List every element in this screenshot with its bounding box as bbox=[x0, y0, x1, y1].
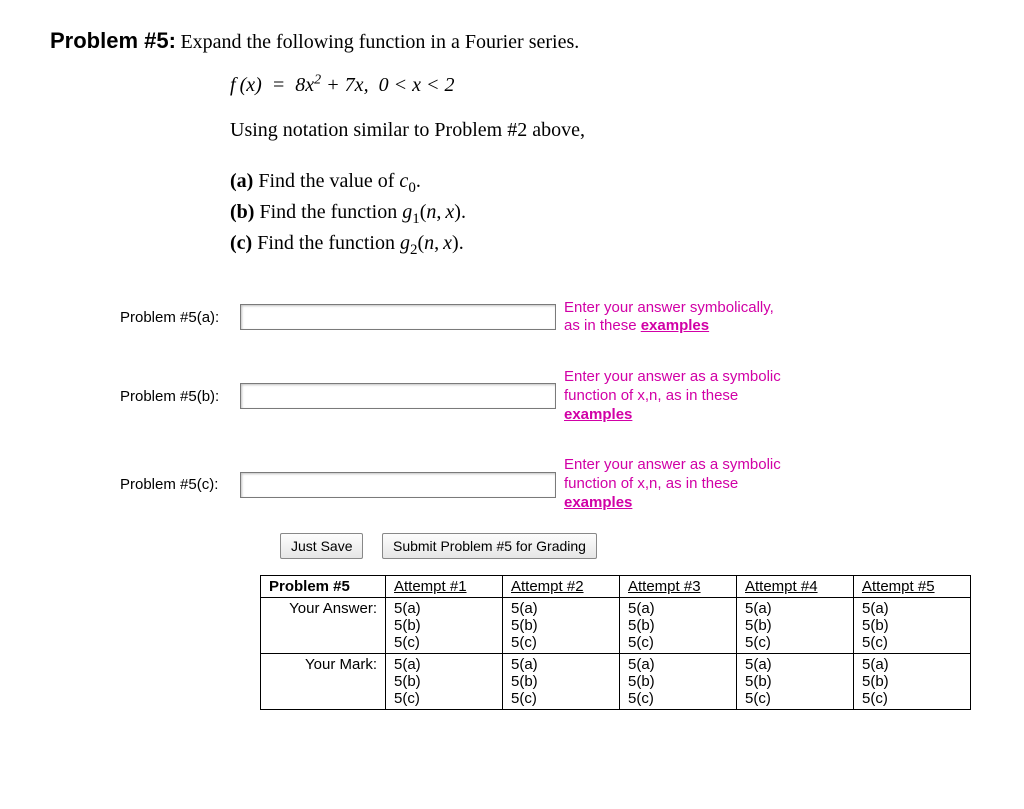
your-answer-label: Your Answer: bbox=[261, 597, 386, 653]
hint-a-line1: Enter your answer symbolically, bbox=[564, 299, 774, 316]
examples-link-b[interactable]: examples bbox=[564, 406, 632, 423]
problem-page: Problem #5: Expand the following functio… bbox=[0, 0, 1024, 710]
attempt-header-1: Attempt #1 bbox=[386, 575, 503, 597]
your-mark-2: 5(a)5(b)5(c) bbox=[503, 653, 620, 709]
attempt-header-2: Attempt #2 bbox=[503, 575, 620, 597]
attempt-link-5[interactable]: Attempt #5 bbox=[862, 578, 935, 595]
your-answer-3: 5(a)5(b)5(c) bbox=[620, 597, 737, 653]
your-mark-row: Your Mark: 5(a)5(b)5(c) 5(a)5(b)5(c) 5(a… bbox=[261, 653, 971, 709]
table-header-problem: Problem #5 bbox=[261, 575, 386, 597]
your-mark-label: Your Mark: bbox=[261, 653, 386, 709]
using-notation-line: Using notation similar to Problem #2 abo… bbox=[230, 119, 1010, 142]
problem-number: Problem #5: bbox=[50, 28, 176, 53]
subparts: (a) Find the value of c0. (b) Find the f… bbox=[230, 166, 1010, 259]
part-a: (a) Find the value of c0. bbox=[230, 166, 1010, 197]
your-mark-4: 5(a)5(b)5(c) bbox=[737, 653, 854, 709]
answer-label-c: Problem #5(c): bbox=[120, 476, 240, 493]
answer-hint-b: Enter your answer as a symbolic function… bbox=[564, 368, 781, 424]
hint-b-line1: Enter your answer as a symbolic bbox=[564, 368, 781, 385]
part-b-text: Find the function g1(n, x). bbox=[259, 201, 466, 223]
part-b: (b) Find the function g1(n, x). bbox=[230, 197, 1010, 228]
answer-input-b[interactable] bbox=[240, 383, 556, 409]
your-answer-1: 5(a)5(b)5(c) bbox=[386, 597, 503, 653]
attempts-table-wrap: Problem #5 Attempt #1 Attempt #2 Attempt… bbox=[260, 575, 1010, 710]
your-answer-2: 5(a)5(b)5(c) bbox=[503, 597, 620, 653]
answer-row-a: Problem #5(a): Enter your answer symboli… bbox=[120, 299, 1010, 337]
attempt-link-1[interactable]: Attempt #1 bbox=[394, 578, 467, 595]
your-answer-5: 5(a)5(b)5(c) bbox=[854, 597, 971, 653]
your-mark-3: 5(a)5(b)5(c) bbox=[620, 653, 737, 709]
answer-label-a: Problem #5(a): bbox=[120, 309, 240, 326]
answer-input-c[interactable] bbox=[240, 472, 556, 498]
answer-input-a[interactable] bbox=[240, 304, 556, 330]
answer-label-b: Problem #5(b): bbox=[120, 388, 240, 405]
buttons-row: Just Save Submit Problem #5 for Grading bbox=[280, 533, 1010, 559]
attempt-header-3: Attempt #3 bbox=[620, 575, 737, 597]
examples-link-c[interactable]: examples bbox=[564, 494, 632, 511]
part-c: (c) Find the function g2(n, x). bbox=[230, 228, 1010, 259]
attempt-header-5: Attempt #5 bbox=[854, 575, 971, 597]
equation-content: f (x) = 8x2 + 7x, 0 < x < 2 bbox=[230, 74, 454, 96]
problem-instruction: Expand the following function in a Fouri… bbox=[180, 31, 579, 53]
attempt-link-3[interactable]: Attempt #3 bbox=[628, 578, 701, 595]
just-save-button[interactable]: Just Save bbox=[280, 533, 363, 559]
part-c-text: Find the function g2(n, x). bbox=[257, 232, 464, 254]
attempts-table: Problem #5 Attempt #1 Attempt #2 Attempt… bbox=[260, 575, 971, 710]
table-header-row: Problem #5 Attempt #1 Attempt #2 Attempt… bbox=[261, 575, 971, 597]
problem-header: Problem #5: Expand the following functio… bbox=[50, 28, 1010, 54]
your-mark-1: 5(a)5(b)5(c) bbox=[386, 653, 503, 709]
submit-button[interactable]: Submit Problem #5 for Grading bbox=[382, 533, 597, 559]
answer-row-b: Problem #5(b): Enter your answer as a sy… bbox=[120, 368, 1010, 424]
answer-hint-c: Enter your answer as a symbolic function… bbox=[564, 456, 781, 512]
hint-a-line2: as in these bbox=[564, 317, 641, 334]
part-a-text: Find the value of c0. bbox=[258, 170, 420, 192]
your-mark-5: 5(a)5(b)5(c) bbox=[854, 653, 971, 709]
hint-b-line2: function of x,n, as in these bbox=[564, 387, 738, 404]
answer-block: Problem #5(a): Enter your answer symboli… bbox=[120, 299, 1010, 513]
hint-c-line2: function of x,n, as in these bbox=[564, 475, 738, 492]
hint-c-line1: Enter your answer as a symbolic bbox=[564, 456, 781, 473]
equation: f (x) = 8x2 + 7x, 0 < x < 2 bbox=[230, 72, 1010, 97]
answer-row-c: Problem #5(c): Enter your answer as a sy… bbox=[120, 456, 1010, 512]
attempt-link-2[interactable]: Attempt #2 bbox=[511, 578, 584, 595]
attempt-link-4[interactable]: Attempt #4 bbox=[745, 578, 818, 595]
attempt-header-4: Attempt #4 bbox=[737, 575, 854, 597]
your-answer-4: 5(a)5(b)5(c) bbox=[737, 597, 854, 653]
examples-link-a[interactable]: examples bbox=[641, 317, 709, 334]
answer-hint-a: Enter your answer symbolically, as in th… bbox=[564, 299, 774, 337]
your-answer-row: Your Answer: 5(a)5(b)5(c) 5(a)5(b)5(c) 5… bbox=[261, 597, 971, 653]
